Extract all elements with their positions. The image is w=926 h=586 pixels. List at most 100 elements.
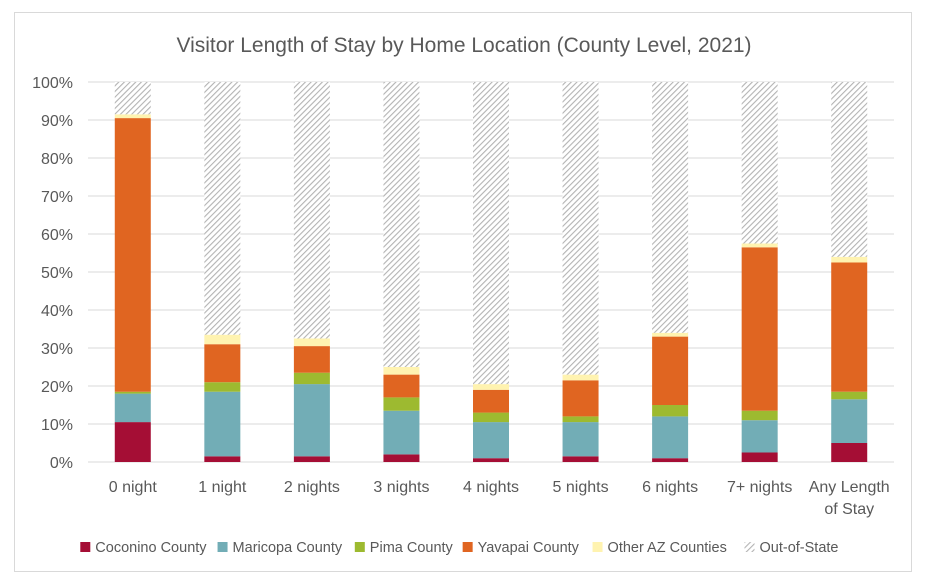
bar-segment-out-of-state	[652, 82, 689, 333]
x-tick-label-line: 0 night	[109, 479, 158, 496]
y-tick-label: 30%	[41, 341, 73, 358]
bar-segment-other-az-counties	[562, 374, 599, 381]
y-tick-label: 10%	[41, 417, 73, 434]
x-tick-label: 4 nights	[463, 479, 519, 496]
bar-segment-out-of-state	[562, 82, 599, 375]
bar-segment-coconino-county	[114, 422, 151, 462]
y-tick-label: 40%	[41, 303, 73, 320]
bar-segment-out-of-state	[831, 82, 868, 257]
bar-segment-yavapai-county	[293, 346, 330, 373]
bar-segment-coconino-county	[204, 456, 241, 462]
x-tick-label-line: 4 nights	[463, 479, 519, 496]
chart-title: Visitor Length of Stay by Home Location …	[176, 34, 751, 57]
x-tick-label: 6 nights	[642, 479, 698, 496]
bar-segment-pima-county	[473, 412, 509, 423]
bar-segment-coconino-county	[473, 458, 509, 462]
bar-segment-other-az-counties	[204, 334, 241, 345]
bar-segment-yavapai-county	[383, 374, 420, 398]
legend-label: Maricopa County	[233, 540, 343, 556]
legend-swatch	[80, 542, 91, 552]
legend-label: Out-of-State	[760, 540, 839, 556]
bar-segment-pima-county	[831, 391, 868, 400]
bar-segment-yavapai-county	[831, 262, 868, 392]
bar-segment-out-of-state	[473, 82, 509, 385]
legend: Coconino County Maricopa County Pima Count…	[80, 540, 838, 556]
y-tick-label: 20%	[41, 379, 73, 396]
bar-segment-maricopa-county	[204, 391, 241, 457]
bar-segment-other-az-counties	[741, 243, 778, 248]
bar-segment-maricopa-county	[383, 410, 420, 455]
bar-segment-pima-county	[562, 416, 599, 423]
bar-segment-yavapai-county	[741, 247, 778, 411]
bar-segment-coconino-county	[293, 456, 330, 462]
bar-segment-out-of-state	[204, 82, 241, 335]
bar-segment-yavapai-county	[204, 344, 241, 383]
bar-segment-coconino-county	[652, 458, 689, 462]
bar-segment-yavapai-county	[562, 380, 599, 417]
x-axis-tick-labels: 0 night 1 night 2 nights 3 nights 4 nights 5 …	[109, 479, 890, 518]
legend-swatch	[354, 542, 365, 552]
x-tick-label-line: 2 nights	[284, 479, 340, 496]
bar-segment-pima-county	[114, 391, 151, 394]
bar-segment-other-az-counties	[114, 114, 151, 119]
bar-segment-maricopa-county	[741, 420, 778, 453]
bar-segment-maricopa-county	[293, 384, 330, 457]
y-tick-label: 70%	[41, 189, 73, 206]
legend-label: Pima County	[370, 540, 454, 556]
bar-segment-other-az-counties	[473, 384, 509, 390]
chart-frame: Visitor Length of Stay by Home Location …	[14, 12, 912, 572]
bar-segment-out-of-state	[293, 82, 330, 339]
x-tick-label-line: 3 nights	[373, 479, 429, 496]
x-tick-label-line: 1 night	[198, 479, 247, 496]
bar-layer	[114, 82, 868, 462]
y-axis-tick-labels: 0% 10% 20% 30% 40% 50% 60% 70% 80% 90% 100%	[32, 75, 73, 472]
x-tick-label: 0 night	[109, 479, 158, 496]
stacked-bar-chart: Visitor Length of Stay by Home Location …	[32, 34, 894, 556]
bar-segment-pima-county	[383, 397, 420, 411]
x-tick-label-line: 7+ nights	[727, 479, 792, 496]
x-tick-label: 3 nights	[373, 479, 429, 496]
legend-swatch	[744, 542, 755, 552]
y-tick-label: 60%	[41, 227, 73, 244]
x-tick-label: 2 nights	[284, 479, 340, 496]
bar-segment-out-of-state	[114, 82, 151, 115]
bar-segment-maricopa-county	[473, 422, 509, 459]
x-tick-label: 1 night	[198, 479, 247, 496]
bar-segment-coconino-county	[562, 456, 599, 462]
x-tick-label-line: of Stay	[824, 501, 874, 518]
y-tick-label: 100%	[32, 75, 73, 92]
legend-label: Yavapai County	[478, 540, 580, 556]
bar-segment-other-az-counties	[652, 332, 689, 337]
bar-segment-other-az-counties	[293, 338, 330, 347]
bar-segment-coconino-county	[831, 443, 868, 462]
legend-swatch	[462, 542, 473, 552]
x-tick-label: 7+ nights	[727, 479, 792, 496]
y-tick-label: 50%	[41, 265, 73, 282]
bar-segment-pima-county	[204, 382, 241, 392]
legend-label: Other AZ Counties	[608, 540, 727, 556]
bar-segment-maricopa-county	[114, 393, 151, 423]
x-tick-label-line: 5 nights	[553, 479, 609, 496]
bar-segment-maricopa-county	[562, 422, 599, 457]
x-tick-label-line: 6 nights	[642, 479, 698, 496]
bar-segment-other-az-counties	[383, 367, 420, 375]
x-tick-label-line: Any Length	[809, 479, 890, 496]
bar-segment-pima-county	[293, 372, 330, 385]
legend-swatch	[592, 542, 603, 552]
bar-segment-yavapai-county	[473, 389, 509, 413]
bar-segment-out-of-state	[741, 82, 778, 244]
bar-segment-out-of-state	[383, 82, 420, 367]
bar-segment-maricopa-county	[831, 399, 868, 443]
bar-segment-pima-county	[652, 405, 689, 417]
legend-swatch	[217, 542, 228, 552]
bar-segment-coconino-county	[741, 452, 778, 462]
bar-segment-other-az-counties	[831, 256, 868, 263]
bar-segment-pima-county	[741, 410, 778, 421]
bar-segment-yavapai-county	[652, 336, 689, 405]
y-tick-label: 90%	[41, 113, 73, 130]
x-tick-label: Any Length of Stay	[809, 479, 890, 518]
legend-label: Coconino County	[95, 540, 207, 556]
x-tick-label: 5 nights	[553, 479, 609, 496]
bar-segment-coconino-county	[383, 454, 420, 462]
y-tick-label: 0%	[50, 455, 73, 472]
